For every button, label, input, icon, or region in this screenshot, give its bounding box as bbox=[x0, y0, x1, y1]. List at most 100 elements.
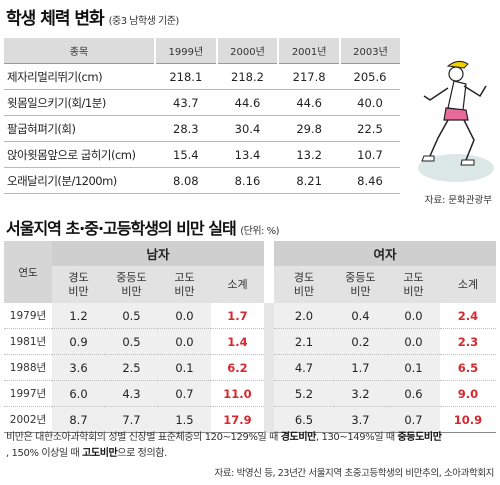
male-value: 1.2 bbox=[52, 303, 105, 329]
male-subheader: 중등도 비만 bbox=[104, 266, 158, 303]
female-group-header: 여자 bbox=[263, 241, 496, 266]
male-value: 0.1 bbox=[157, 354, 211, 381]
fitness-col-2000: 2000년 bbox=[215, 38, 279, 64]
female-subheader: 중등도 비만 bbox=[333, 266, 387, 303]
fitness-row: 오래달리기(분/1200m) 8.08 8.16 8.21 8.46 bbox=[4, 168, 400, 194]
fitness-title: 학생 체력 변화 (중3 남학생 기준) bbox=[6, 9, 179, 29]
fitness-value: 28.3 bbox=[173, 121, 199, 136]
fitness-value: 205.6 bbox=[353, 69, 387, 84]
male-value: 0.5 bbox=[104, 303, 158, 329]
male-value: 0.9 bbox=[52, 328, 105, 355]
fitness-value: 217.8 bbox=[292, 69, 326, 84]
female-value: 2.0 bbox=[263, 303, 334, 329]
fitness-value: 8.16 bbox=[234, 173, 261, 188]
female-subtotal: 10.9 bbox=[439, 406, 496, 433]
fitness-value: 44.6 bbox=[296, 95, 322, 110]
note-severe: 고도비만 bbox=[82, 448, 118, 459]
male-subtotal: 6.2 bbox=[210, 354, 269, 381]
runner-shoe-right bbox=[460, 159, 475, 166]
male-value: 0.7 bbox=[157, 380, 211, 407]
female-value: 4.7 bbox=[263, 354, 334, 381]
female-value: 0.7 bbox=[386, 406, 440, 433]
fitness-table: 종목 1999년 2000년 2001년 2003년 제자리멀리뛰기(cm) 21… bbox=[4, 38, 400, 194]
female-value: 5.2 bbox=[263, 380, 334, 407]
male-subtotal: 1.7 bbox=[210, 303, 269, 329]
fitness-value: 15.4 bbox=[173, 147, 199, 162]
obesity-source: 자료: 박영신 등, 23년간 서울지역 초중고등학생의 비만추의, 소아과학회… bbox=[214, 468, 494, 479]
shadow-splash bbox=[418, 154, 494, 182]
obesity-year: 1981년 bbox=[4, 328, 52, 355]
fitness-event-label: 오래달리기(분/1200m) bbox=[7, 173, 117, 188]
runner-shorts bbox=[443, 107, 469, 121]
fitness-value: 44.6 bbox=[234, 95, 261, 110]
runner-head bbox=[448, 66, 464, 82]
male-value: 0.0 bbox=[157, 328, 211, 355]
male-value: 0.0 bbox=[157, 303, 211, 329]
male-subheader: 경도 비만 bbox=[52, 266, 105, 303]
fitness-row: 제자리멀리뛰기(cm) 218.1 218.2 217.8 205.6 bbox=[4, 64, 400, 90]
fitness-event-label: 윗몸일으키기(회/1분) bbox=[7, 95, 106, 110]
obesity-year: 1997년 bbox=[4, 380, 52, 407]
male-value: 7.7 bbox=[104, 406, 158, 433]
male-value: 0.5 bbox=[104, 328, 158, 355]
fitness-value: 30.4 bbox=[234, 121, 261, 136]
male-value: 8.7 bbox=[52, 406, 105, 433]
male-value: 3.6 bbox=[52, 354, 105, 381]
fitness-event-label: 앉아윗몸앞으로 굽히기(cm) bbox=[7, 147, 136, 162]
fitness-col-1999: 1999년 bbox=[154, 38, 217, 64]
obesity-year: 1988년 bbox=[4, 354, 52, 381]
obesity-col-year: 연도 bbox=[4, 241, 52, 303]
female-value: 3.2 bbox=[333, 380, 387, 407]
fitness-col-event: 종목 bbox=[4, 38, 155, 64]
runner-arm-left bbox=[423, 87, 449, 101]
obesity-row: 1997년 6.0 4.3 0.7 11.0 5.2 3.2 0.6 9.0 bbox=[4, 380, 496, 407]
female-subheader: 소계 bbox=[439, 266, 496, 303]
fitness-col-2001: 2001년 bbox=[277, 38, 340, 64]
runner-shoe-left bbox=[421, 155, 435, 162]
female-value: 3.7 bbox=[333, 406, 387, 433]
male-subtotal: 17.9 bbox=[210, 406, 269, 433]
fitness-value: 218.1 bbox=[169, 69, 203, 84]
female-value: 0.4 bbox=[333, 303, 387, 329]
fitness-value: 29.8 bbox=[296, 121, 322, 136]
fitness-value: 8.08 bbox=[173, 173, 199, 188]
female-subtotal: 2.4 bbox=[439, 303, 496, 329]
male-value: 4.3 bbox=[104, 380, 158, 407]
female-subtotal: 9.0 bbox=[439, 380, 496, 407]
female-value: 6.5 bbox=[263, 406, 334, 433]
fitness-header-row: 종목 1999년 2000년 2001년 2003년 bbox=[4, 38, 400, 64]
fitness-value: 218.2 bbox=[231, 69, 264, 84]
obesity-year: 2002년 bbox=[4, 406, 52, 433]
runner-leg-right bbox=[463, 119, 475, 161]
fitness-value: 40.0 bbox=[357, 95, 383, 110]
female-value: 0.0 bbox=[386, 303, 440, 329]
obesity-year: 1979년 bbox=[4, 303, 52, 329]
fitness-value: 43.7 bbox=[173, 95, 199, 110]
runner-cap bbox=[446, 60, 469, 69]
female-value: 0.2 bbox=[333, 328, 387, 355]
obesity-row: 1988년 3.6 2.5 0.1 6.2 4.7 1.7 0.1 6.5 bbox=[4, 354, 496, 381]
fitness-row: 윗몸일으키기(회/1분) 43.7 44.6 44.6 40.0 bbox=[4, 90, 400, 116]
fitness-value: 8.46 bbox=[357, 173, 383, 188]
runner-arm-right bbox=[463, 85, 487, 98]
fitness-value: 13.4 bbox=[234, 147, 261, 162]
male-subtotal: 1.4 bbox=[210, 328, 269, 355]
obesity-table: 연도 남자 여자 경도 비만 중등도 비만 고도 비만 소계 경도 비만 중등도 비만 고도 비만 소계 … bbox=[4, 241, 496, 433]
note-moderate: 중등도비만 bbox=[397, 432, 442, 443]
obesity-row: 1981년 0.9 0.5 0.0 1.4 2.1 0.2 0.0 2.3 bbox=[4, 328, 496, 355]
fitness-col-2003: 2003년 bbox=[338, 38, 400, 64]
male-group-header: 남자 bbox=[52, 241, 269, 266]
runner-illustration bbox=[418, 60, 494, 182]
fitness-event-label: 팔굽혀펴기(회) bbox=[7, 121, 76, 136]
male-value: 2.5 bbox=[104, 354, 158, 381]
fitness-row: 팔굽혀펴기(회) 28.3 30.4 29.8 22.5 bbox=[4, 116, 400, 142]
male-subheader: 고도 비만 bbox=[157, 266, 211, 303]
obesity-title: 서울지역 초·중·고등학생의 비만 실태 (단위: %) bbox=[6, 219, 280, 238]
obesity-row: 1979년 1.2 0.5 0.0 1.7 2.0 0.4 0.0 2.4 bbox=[4, 303, 496, 329]
male-value: 1.5 bbox=[157, 406, 211, 433]
female-value: 2.1 bbox=[263, 328, 334, 355]
runner-leg-left bbox=[429, 119, 449, 157]
obesity-subtitle: (단위: %) bbox=[240, 226, 280, 237]
male-value: 6.0 bbox=[52, 380, 105, 407]
fitness-value: 8.21 bbox=[296, 173, 322, 188]
